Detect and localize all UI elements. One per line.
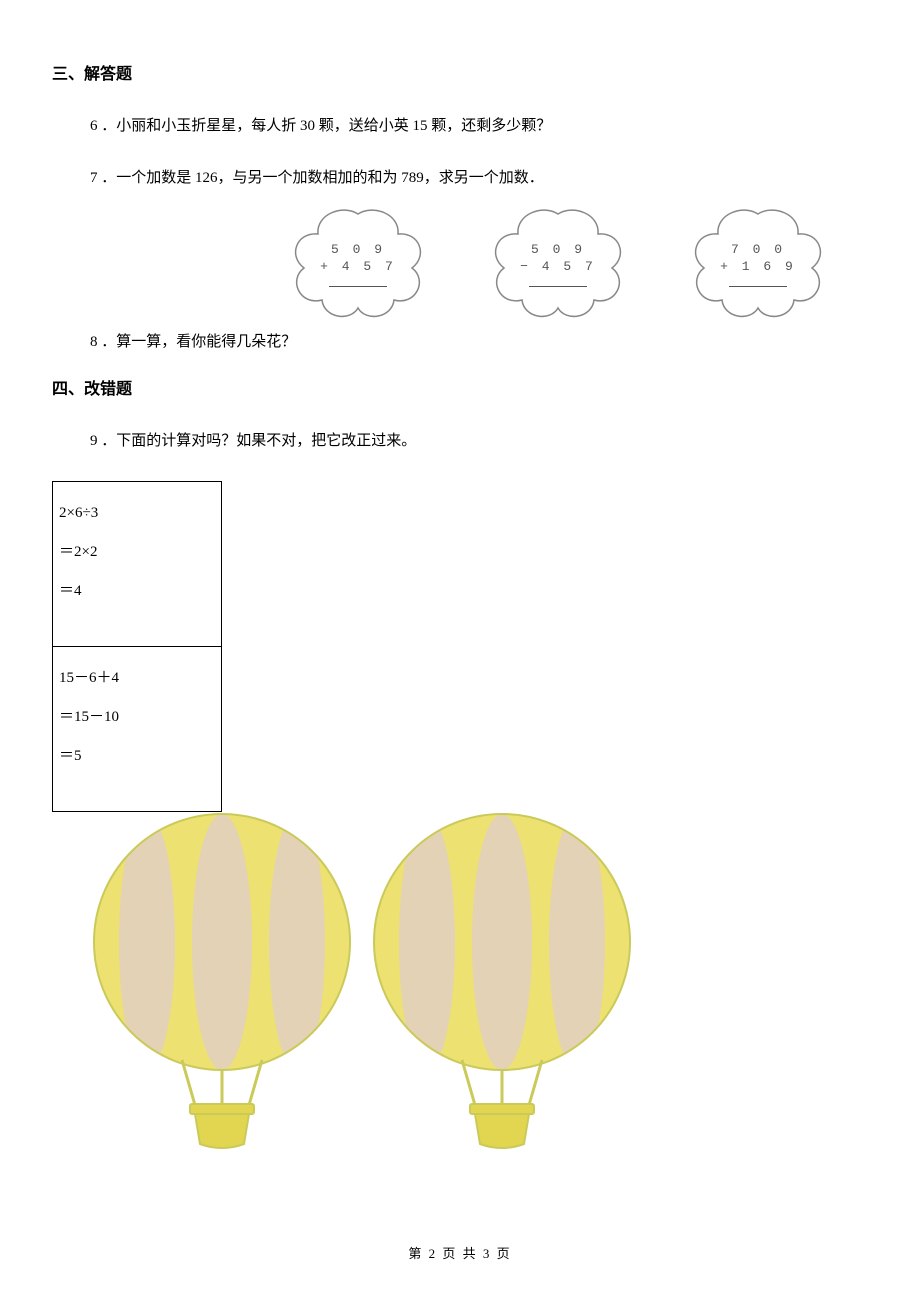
calc-cell-2: 15－6＋4 ＝15－10 ＝5 [53, 647, 222, 812]
question-6: 6 ．小丽和小玉折星星，每人折 30 颗，送给小英 15 颗，还剩多少颗？ [90, 114, 868, 138]
balloon-1 [82, 812, 362, 1152]
section-3-title: 三、解答题 [52, 60, 868, 84]
flower-3-expr: 7 0 0 + 1 6 9 [688, 242, 828, 293]
calc-table: 2×6÷3 ＝2×2 ＝4 15－6＋4 ＝15－10 ＝5 [52, 481, 222, 812]
flower-2: 5 0 9 − 4 5 7 [488, 208, 628, 318]
flower-1: 5 0 9 + 4 5 7 [288, 208, 428, 318]
question-9: 9 ．下面的计算对吗？如果不对，把它改正过来。 [90, 429, 868, 453]
flower-1-expr: 5 0 9 + 4 5 7 [288, 242, 428, 293]
question-8: 8 ．算一算，看你能得几朵花？ [90, 330, 868, 351]
flower-3: 7 0 0 + 1 6 9 [688, 208, 828, 318]
balloon-2 [362, 812, 642, 1152]
question-7: 7 ．一个加数是 126，与另一个加数相加的和为 789，求另一个加数． [90, 166, 868, 190]
balloons-row [82, 812, 868, 1152]
flower-2-expr: 5 0 9 − 4 5 7 [488, 242, 628, 293]
flowers-row: 5 0 9 + 4 5 7 5 0 9 − 4 5 7 7 0 0 + 1 6 … [52, 208, 868, 318]
page-footer: 第 2 页 共 3 页 [0, 1243, 920, 1262]
section-4-title: 四、改错题 [52, 375, 868, 399]
calc-cell-1: 2×6÷3 ＝2×2 ＝4 [53, 482, 222, 647]
